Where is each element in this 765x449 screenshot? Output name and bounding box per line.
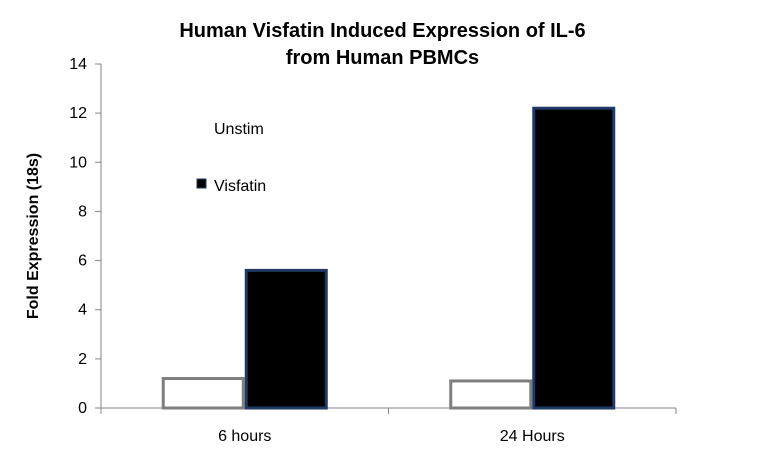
y-tick-label: 8 bbox=[78, 203, 87, 220]
bar-unstim-1 bbox=[161, 377, 245, 410]
y-tick-label: 14 bbox=[69, 56, 87, 73]
legend-swatch-unstim bbox=[197, 122, 206, 131]
y-tick-label: 10 bbox=[69, 154, 87, 171]
legend-label-unstim: Unstim bbox=[214, 121, 264, 138]
x-tick-label: 24 Hours bbox=[500, 428, 565, 445]
bar-unstim-2 bbox=[449, 379, 533, 410]
y-tick-label: 2 bbox=[78, 351, 87, 368]
y-tick-label: 4 bbox=[78, 302, 87, 319]
chart-title: Human Visfatin Induced Expression of IL-… bbox=[0, 18, 765, 72]
bar-visfatin-1 bbox=[244, 268, 328, 410]
y-tick-label: 6 bbox=[78, 253, 87, 270]
y-tick-label: 0 bbox=[78, 400, 87, 417]
y-tick-label: 12 bbox=[69, 105, 87, 122]
legend-label-visfatin: Visfatin bbox=[214, 178, 266, 195]
chart-title-line-2: from Human PBMCs bbox=[285, 47, 480, 69]
x-tick-label: 6 hours bbox=[218, 428, 271, 445]
y-axis-label: Fold Expression (18s) bbox=[25, 153, 42, 319]
chart-title-line-1: Human Visfatin Induced Expression of IL-… bbox=[179, 20, 586, 42]
legend-swatch-visfatin bbox=[196, 178, 207, 189]
bar-visfatin-2 bbox=[532, 106, 616, 410]
